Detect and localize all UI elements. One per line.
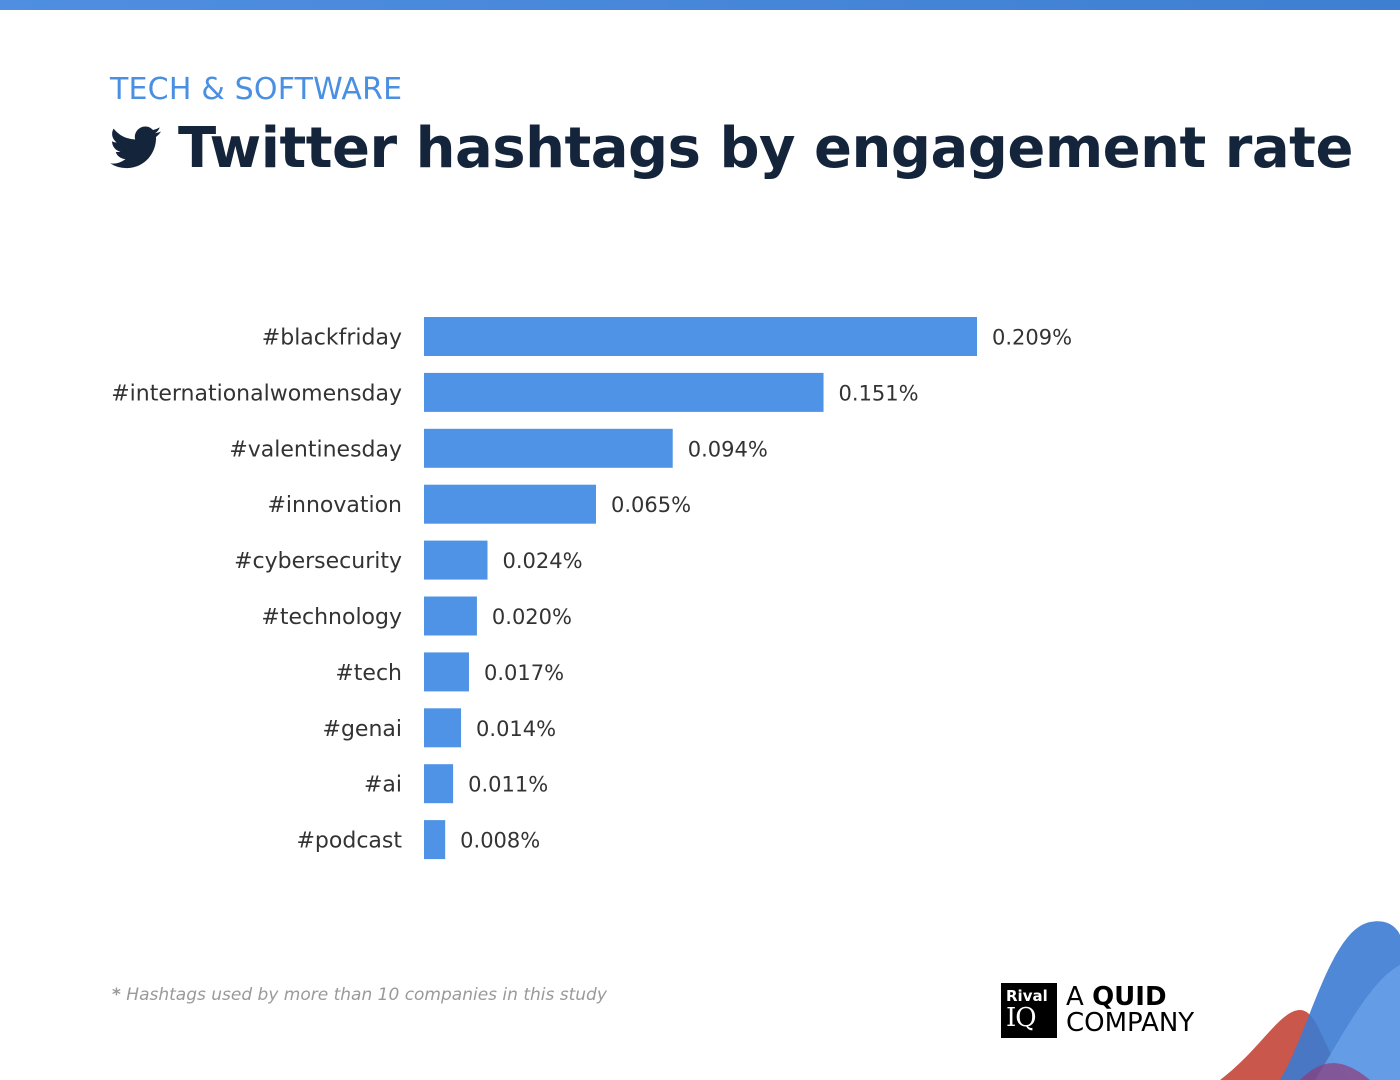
bar — [424, 317, 977, 356]
value-label: 0.020% — [492, 605, 572, 629]
value-label: 0.008% — [460, 829, 540, 853]
bar — [424, 596, 477, 636]
value-label: 0.065% — [611, 493, 691, 517]
logo-quid-text: QUID — [1092, 982, 1167, 1012]
category-label: #ai — [364, 773, 402, 798]
bar — [424, 708, 462, 748]
rival-iq-logo: Rival IQ — [1001, 983, 1057, 1038]
value-label: 0.151% — [839, 381, 919, 405]
footnote-asterisk: * — [112, 985, 121, 1005]
category-label: #blackfriday — [262, 326, 402, 351]
title-row: Twitter hashtags by engagement rate — [110, 115, 1353, 181]
decorative-waves — [1220, 921, 1400, 1080]
category-label: #valentinesday — [229, 437, 402, 462]
bar — [424, 540, 488, 580]
logo-iq-text: IQ — [1006, 1003, 1037, 1033]
logo-company-text: COMPANY — [1066, 1008, 1195, 1038]
category-label: #tech — [335, 661, 402, 686]
quid-company-logo: A QUID COMPANY — [1066, 984, 1194, 1036]
value-label: 0.011% — [468, 773, 548, 797]
bar — [424, 820, 446, 860]
category-label: TECH & SOFTWARE — [110, 72, 403, 107]
top-accent-bar — [0, 0, 1400, 10]
value-label: 0.014% — [476, 717, 556, 741]
category-label: #internationalwomensday — [111, 381, 402, 406]
logo-rival-text: Rival — [1006, 987, 1048, 1005]
value-label: 0.024% — [503, 549, 583, 573]
footnote: * Hashtags used by more than 10 companie… — [112, 985, 607, 1005]
category-label: #innovation — [267, 493, 402, 518]
category-label: #cybersecurity — [234, 549, 402, 574]
value-label: 0.209% — [992, 326, 1072, 350]
chart-title: Twitter hashtags by engagement rate — [178, 115, 1353, 181]
bar — [424, 372, 824, 412]
footnote-text: Hashtags used by more than 10 companies … — [126, 985, 607, 1005]
category-label: #technology — [261, 605, 402, 630]
bar — [424, 652, 469, 692]
category-label: #podcast — [297, 829, 403, 854]
category-label: #genai — [323, 717, 402, 742]
value-label: 0.094% — [688, 437, 768, 461]
twitter-icon — [110, 126, 162, 169]
bar — [424, 764, 454, 804]
logo-a-text: A — [1066, 982, 1084, 1012]
value-label: 0.017% — [484, 661, 564, 685]
bar — [424, 428, 673, 468]
bar — [424, 484, 596, 524]
